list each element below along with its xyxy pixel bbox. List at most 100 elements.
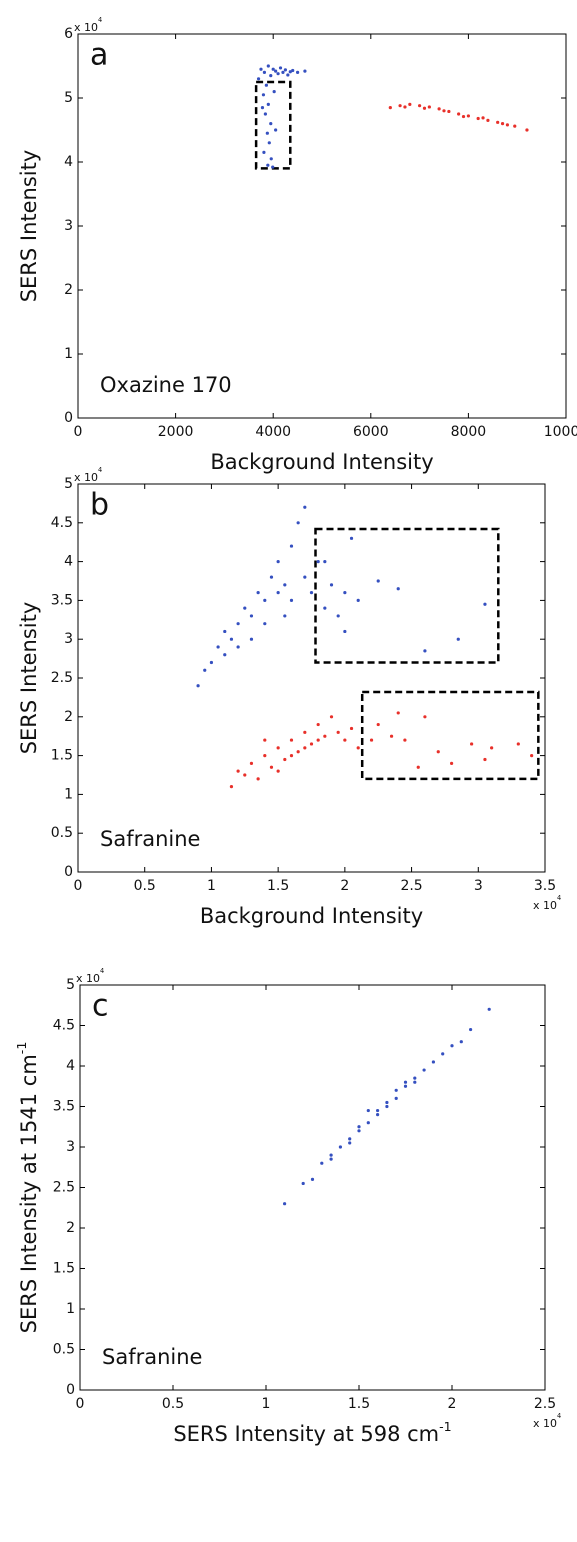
x-tick-label: 3 xyxy=(474,878,483,894)
point xyxy=(394,1088,398,1092)
point xyxy=(316,560,320,564)
point xyxy=(447,109,451,114)
point xyxy=(303,730,307,734)
point xyxy=(416,765,420,769)
y-axis-label: SERS Intensity at 1541 cm-1 xyxy=(14,1042,42,1334)
y-tick-label: 0 xyxy=(66,1382,75,1398)
point xyxy=(223,653,227,657)
point xyxy=(396,587,400,591)
point xyxy=(303,69,307,73)
point xyxy=(309,591,314,595)
point xyxy=(267,141,271,145)
point xyxy=(303,505,307,509)
point xyxy=(389,734,394,738)
point xyxy=(269,765,274,769)
x-scale-text: x 10 xyxy=(533,1417,557,1430)
y-tick-label: 2.5 xyxy=(53,1180,75,1196)
point xyxy=(486,118,490,122)
x-tick-label: 0.5 xyxy=(134,878,156,894)
point xyxy=(263,738,267,742)
point xyxy=(413,1080,417,1084)
point xyxy=(249,614,254,618)
point xyxy=(336,730,340,734)
point xyxy=(456,637,460,641)
point xyxy=(376,1108,380,1113)
point xyxy=(442,109,446,113)
y-tick-label: 1 xyxy=(64,786,73,802)
point xyxy=(366,1108,370,1113)
point xyxy=(483,757,487,762)
y-scale: x 104 xyxy=(76,967,104,985)
point xyxy=(422,106,427,110)
y-tick-label: 0 xyxy=(64,410,73,426)
point xyxy=(236,769,240,773)
point xyxy=(329,715,334,719)
point xyxy=(260,106,265,110)
point xyxy=(343,591,347,595)
panel-label: a xyxy=(90,38,108,73)
point xyxy=(423,649,427,653)
point xyxy=(229,637,234,641)
point xyxy=(422,1068,426,1072)
point xyxy=(283,1202,287,1206)
point xyxy=(236,645,240,649)
y-axis-label-text: SERS Intensity at 1541 cm xyxy=(17,1054,41,1333)
point xyxy=(316,722,320,727)
point xyxy=(413,1076,417,1080)
point xyxy=(396,711,400,715)
point xyxy=(261,93,266,97)
x-tick-label: 1 xyxy=(207,878,216,894)
point xyxy=(505,123,510,127)
y-tick-label: 4 xyxy=(64,154,73,170)
point xyxy=(466,114,470,118)
point xyxy=(408,102,412,106)
point xyxy=(209,660,214,665)
point xyxy=(469,1027,473,1032)
point xyxy=(357,1129,361,1133)
y-axis-label-text: SERS Intensity xyxy=(17,602,41,755)
panel-label: c xyxy=(92,989,109,1024)
point xyxy=(356,746,360,750)
point xyxy=(338,1145,342,1149)
point xyxy=(256,591,260,595)
point xyxy=(296,70,300,74)
point xyxy=(343,629,347,634)
point xyxy=(296,521,300,525)
point xyxy=(348,1137,352,1141)
y-tick-label: 0 xyxy=(64,864,73,880)
point xyxy=(403,1080,408,1084)
point xyxy=(376,722,380,727)
point xyxy=(329,1153,333,1157)
y-tick-label: 3 xyxy=(64,631,73,647)
point xyxy=(356,598,360,603)
point xyxy=(296,750,300,754)
point xyxy=(276,560,280,564)
point xyxy=(470,742,474,746)
point xyxy=(487,1007,491,1011)
x-tick-label: 2.5 xyxy=(534,1396,556,1412)
x-tick-label: 1 xyxy=(262,1396,271,1412)
y-tick-label: 5 xyxy=(64,476,73,492)
point xyxy=(366,1121,370,1125)
point xyxy=(423,715,427,719)
x-scale-sup: 4 xyxy=(557,894,561,902)
x-tick-label: 8000 xyxy=(451,424,487,440)
plot-frame xyxy=(77,33,567,419)
point xyxy=(269,74,273,78)
y-scale-text: x 10 xyxy=(74,471,98,484)
y-tick-label: 1.5 xyxy=(53,1261,75,1277)
point xyxy=(349,726,354,731)
point xyxy=(266,102,270,106)
point xyxy=(281,70,285,74)
point xyxy=(376,579,380,583)
point xyxy=(310,1177,315,1181)
y-tick-label: 3 xyxy=(64,218,73,234)
point xyxy=(203,668,207,672)
x-tick-label: 4000 xyxy=(255,424,291,440)
point xyxy=(500,122,505,126)
point xyxy=(513,124,517,128)
point xyxy=(403,1084,408,1088)
x-tick-label: 2 xyxy=(448,1396,457,1412)
x-tick-label: 2.5 xyxy=(400,878,422,894)
point xyxy=(236,622,240,626)
